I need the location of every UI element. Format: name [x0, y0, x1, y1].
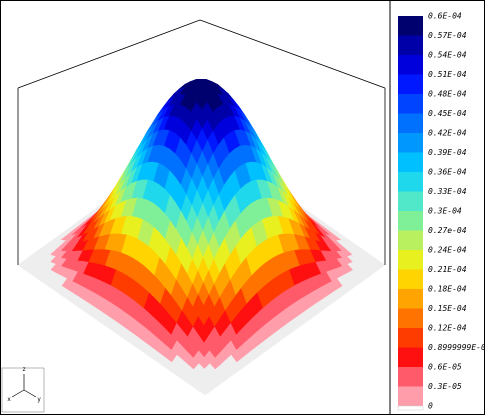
colorbar-label: 0.3E-05	[428, 382, 462, 391]
colorbar-band	[398, 230, 423, 251]
colorbar-band	[398, 211, 423, 231]
colorbar-label: 0.45E-04	[428, 109, 467, 118]
colorbar-band	[398, 250, 423, 270]
colorbar-label: 0.6E-04	[428, 12, 462, 21]
colorbar-label: 0.36E-04	[428, 168, 467, 177]
colorbar-band	[398, 269, 423, 290]
colorbar-label: 0.39E-04	[428, 148, 467, 157]
colorbar-band	[398, 328, 423, 348]
axis-triad: z x y	[1, 366, 45, 413]
colorbar-label: 0.33E-04	[428, 187, 467, 196]
colorbar-band	[398, 113, 423, 134]
colorbar-label: 0.18E-04	[428, 285, 467, 294]
colorbar-label: 0.42E-04	[428, 129, 467, 138]
colorbar-band	[398, 133, 423, 153]
colorbar-band	[398, 308, 423, 329]
colorbar-label: 0.3E-04	[428, 207, 462, 216]
colorbar-label: 0.24E-04	[428, 246, 467, 255]
surface-patch	[198, 386, 211, 396]
triad-label: z	[22, 366, 26, 373]
colorbar-band	[398, 386, 423, 407]
colorbar-label: 0.6E-05	[428, 363, 462, 372]
triad-label: x	[7, 396, 11, 403]
colorbar: 0.6E-04 0.57E-04 0.54E-04 0.51E-04 0.48E-04 0…	[397, 12, 485, 411]
colorbar-label: 0	[428, 402, 433, 411]
colorbar-label: 0.21E-04	[428, 265, 467, 274]
colorbar-label: 0.57E-04	[428, 31, 467, 40]
colorbar-band	[398, 347, 423, 368]
colorbar-label: 0.27e-04	[428, 226, 467, 235]
triad-label: y	[37, 396, 41, 403]
colorbar-label: 0.51E-04	[428, 70, 467, 79]
colorbar-label: 0.15E-04	[428, 304, 467, 313]
colorbar-band	[397, 405, 424, 411]
colorbar-band	[398, 367, 423, 387]
colorbar-band	[398, 172, 423, 192]
colorbar-band	[398, 16, 423, 36]
colorbar-band	[398, 289, 423, 309]
colorbar-band	[398, 35, 423, 56]
colorbar-band	[398, 74, 423, 95]
colorbar-band	[398, 55, 423, 75]
colorbar-band	[398, 94, 423, 114]
colorbar-label: 0.8999999E-05	[428, 343, 485, 352]
colorbar-label: 0.48E-04	[428, 90, 467, 99]
colorbar-label: 0.12E-04	[428, 324, 467, 333]
colorbar-band	[398, 152, 423, 173]
surface	[17, 78, 386, 396]
colorbar-label: 0.54E-04	[428, 51, 467, 60]
colorbar-band	[398, 191, 423, 212]
bounding-box	[17, 19, 386, 265]
